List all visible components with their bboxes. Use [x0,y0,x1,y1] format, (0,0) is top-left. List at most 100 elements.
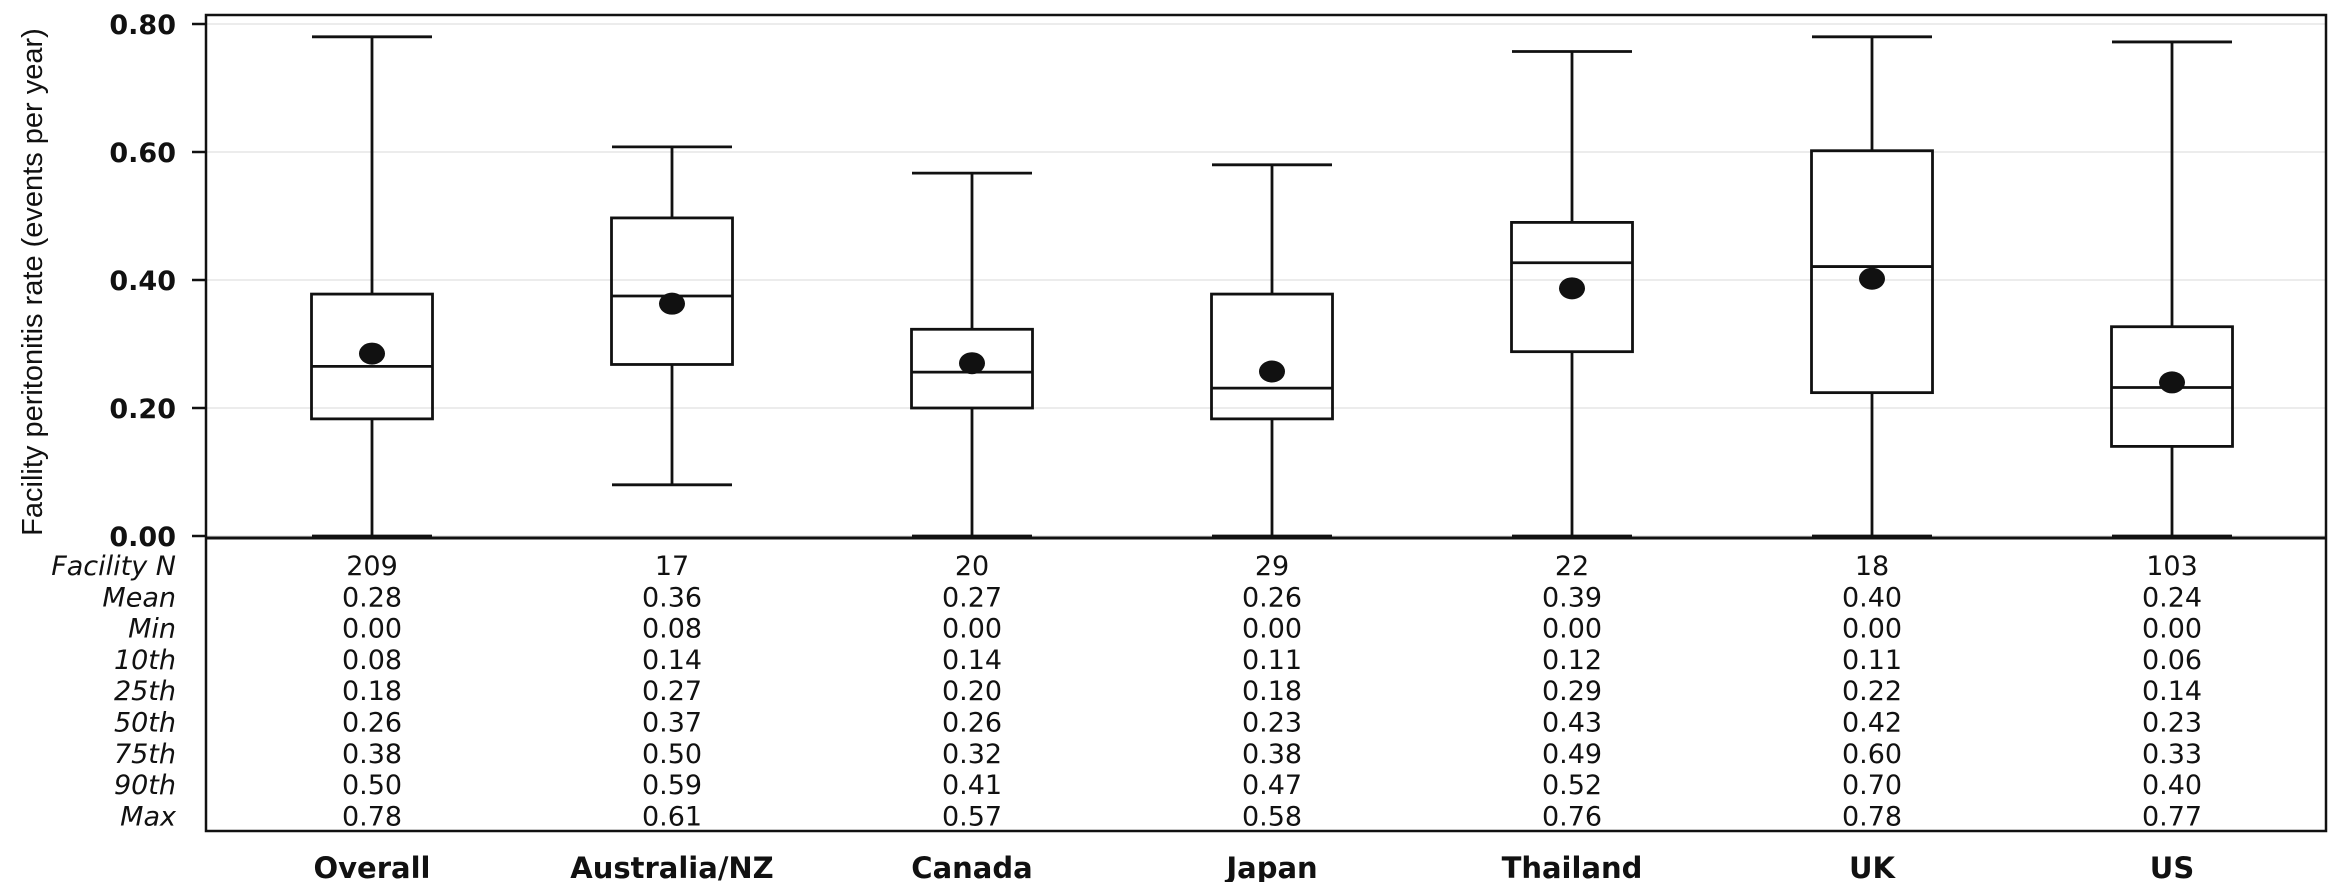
table-cell: 17 [655,551,689,582]
table-cell: 0.33 [2142,739,2202,770]
table-cell: 0.36 [642,582,702,613]
table-cell: 0.08 [642,614,702,645]
table-cell: 20 [955,551,989,582]
table-row-label: Facility N [51,551,176,582]
category-label: Overall [314,851,431,882]
table-row-label: 50th [114,708,176,739]
table-cell: 0.29 [1542,676,1602,707]
table-cell: 0.59 [642,770,702,801]
table-cell: 0.58 [1242,801,1302,832]
table-row-label: 90th [114,770,176,801]
iqr-box [610,216,734,366]
iqr-box [1810,149,1934,395]
table-cell: 0.37 [642,708,702,739]
table-cell: 0.11 [1842,645,1902,676]
box-uk [1810,35,1934,538]
grid-lines [206,23,2326,537]
box-overall [310,35,434,538]
table-cell: 0.76 [1542,801,1602,832]
mean-marker [2159,371,2185,394]
mean-marker [1559,277,1585,300]
category-label: Japan [1224,851,1317,882]
table-cell: 0.38 [342,739,402,770]
table-cell: 18 [1855,551,1889,582]
table-row-label: 75th [114,739,176,770]
table-cell: 22 [1555,551,1589,582]
table-cell: 0.06 [2142,645,2202,676]
table-cell: 0.38 [1242,739,1302,770]
table-cell: 0.12 [1542,645,1602,676]
table-cell: 209 [346,551,398,582]
table-cell: 0.78 [342,801,402,832]
iqr-box [1510,220,1634,354]
mean-marker [959,352,985,375]
table-cell: 0.24 [2142,582,2202,613]
table-cell: 0.00 [1842,614,1902,645]
table-cell: 0.00 [942,614,1002,645]
table-cell: 0.70 [1842,770,1902,801]
table-cell: 0.60 [1842,739,1902,770]
box-japan [1210,163,1334,538]
table-cell: 0.23 [1242,708,1302,739]
table-row-label: Min [128,614,176,645]
category-label: US [2150,851,2194,882]
table-row-label: Max [120,801,177,832]
plot-frame [204,13,2328,833]
table-cell: 0.14 [2142,676,2202,707]
category-label: Canada [911,851,1032,882]
table-cell: 0.57 [942,801,1002,832]
y-axis-label: Facility peritonitis rate (events per ye… [17,28,49,536]
table-cell: 0.26 [342,708,402,739]
table-cell: 0.23 [2142,708,2202,739]
mean-marker [659,292,685,315]
box-canada [910,171,1034,538]
table-cell: 0.18 [1242,676,1302,707]
table-cell: 0.26 [942,708,1002,739]
iqr-box [1210,292,1334,421]
table-cell: 0.41 [942,770,1002,801]
table-cell: 0.42 [1842,708,1902,739]
table-cell: 0.50 [342,770,402,801]
table-cell: 0.20 [942,676,1002,707]
box-thailand [1510,50,1634,538]
table-cell: 0.28 [342,582,402,613]
box-us [2110,40,2234,538]
mean-marker [1259,360,1285,383]
table-cell: 0.43 [1542,708,1602,739]
table-row-label: Mean [102,582,176,613]
iqr-box [910,327,1034,410]
table-cell: 0.50 [642,739,702,770]
category-label: UK [1849,851,1897,882]
table-cell: 0.11 [1242,645,1302,676]
table-cell: 0.00 [342,614,402,645]
box-australia-nz [610,145,734,487]
table-row-label: 25th [114,676,176,707]
table-row-label: 10th [114,645,176,676]
y-tick-label: 0.20 [109,394,176,425]
table-cell: 0.40 [1842,582,1902,613]
boxes [310,35,2234,538]
table-cell: 0.27 [942,582,1002,613]
mean-marker [359,342,385,365]
table-cell: 0.32 [942,739,1002,770]
table-cell: 0.14 [942,645,1002,676]
table-cell: 0.22 [1842,676,1902,707]
category-labels: Overall Australia/NZ Canada Japan Thailand UK… [314,851,2195,882]
table-cell: 0.00 [1542,614,1602,645]
table-cell: 0.47 [1242,770,1302,801]
table-cell: 0.26 [1242,582,1302,613]
table-cell: 0.00 [1242,614,1302,645]
table-cell: 0.00 [2142,614,2202,645]
table-cell: 0.78 [1842,801,1902,832]
table-cell: 0.08 [342,645,402,676]
category-label: Thailand [1502,851,1643,882]
table-cell: 0.14 [642,645,702,676]
y-tick-label: 0.80 [109,10,176,41]
table-cell: 0.52 [1542,770,1602,801]
y-tick-label: 0.60 [109,138,176,169]
table-cell: 0.77 [2142,801,2202,832]
y-tick-label: 0.40 [109,266,176,297]
iqr-box [310,292,434,421]
